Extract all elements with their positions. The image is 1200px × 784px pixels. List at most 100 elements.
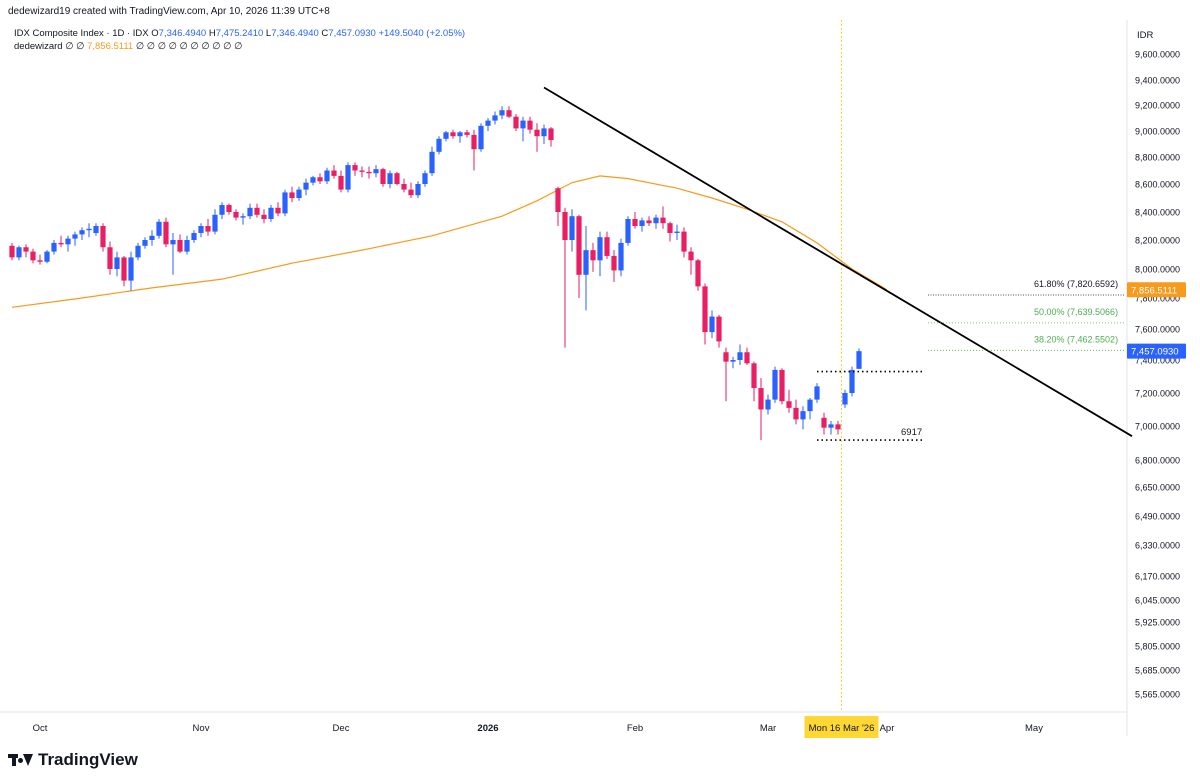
- candle: [569, 209, 575, 252]
- candle: [121, 255, 127, 287]
- candle: [828, 421, 834, 435]
- candle: [485, 118, 491, 131]
- y-tick-label: 8,000.0000: [1135, 265, 1180, 275]
- legend-open-label: O: [151, 28, 159, 39]
- candle: [37, 254, 43, 265]
- candle-body: [597, 237, 603, 261]
- ma-price-tag-bg: [1127, 282, 1186, 298]
- candle-body: [121, 257, 127, 281]
- candle: [786, 389, 792, 413]
- candle: [156, 219, 162, 239]
- tradingview-brand[interactable]: TradingView: [8, 750, 138, 770]
- ma-price-tag: 7,856.5111: [1131, 285, 1177, 296]
- candle-body: [212, 214, 218, 232]
- candle-body: [520, 120, 526, 129]
- y-tick-label: 8,800.0000: [1135, 153, 1180, 163]
- y-tick-label: 9,400.0000: [1135, 76, 1180, 86]
- brand-name: TradingView: [38, 750, 138, 769]
- candle: [541, 124, 547, 144]
- candle: [345, 162, 351, 193]
- legend-change: +149.5040 (+2.05%): [378, 28, 466, 39]
- candle: [338, 170, 344, 193]
- time-axis[interactable]: Oct Nov Dec 2026 Feb Mar Apr May Mon 16 Mar '26: [33, 716, 1044, 738]
- legend-symbol[interactable]: IDX Composite Index · 1D · IDX: [14, 28, 149, 39]
- candle: [303, 178, 309, 196]
- crosshair-time-label: Mon 16 Mar '26: [809, 723, 875, 734]
- candle-body: [86, 228, 92, 231]
- candle: [660, 206, 666, 229]
- candle-body: [149, 235, 155, 240]
- candle: [723, 347, 729, 402]
- candle: [380, 167, 386, 187]
- candle: [639, 217, 645, 232]
- candle-body: [562, 212, 568, 240]
- candle: [695, 258, 701, 291]
- candle-body: [324, 170, 330, 182]
- candle: [268, 205, 274, 222]
- candle: [240, 213, 246, 225]
- legend-indicator-name[interactable]: dedewizard: [14, 41, 63, 52]
- candle-body: [93, 226, 99, 233]
- candle-body: [527, 120, 533, 130]
- candle-body: [450, 132, 456, 137]
- candle: [51, 240, 57, 255]
- candle-body: [471, 134, 477, 150]
- grid: [0, 20, 1128, 736]
- candle-body: [310, 177, 316, 183]
- candle: [835, 421, 841, 435]
- candle-body: [177, 240, 183, 252]
- y-tick-label: 5,685.0000: [1135, 666, 1180, 676]
- candle-body: [296, 189, 302, 198]
- candle: [163, 217, 169, 248]
- candle: [373, 165, 379, 178]
- candle-body: [156, 221, 162, 236]
- candle: [492, 111, 498, 125]
- candle-body: [639, 220, 645, 226]
- candle: [499, 106, 505, 120]
- candle: [611, 250, 617, 283]
- candle-body: [849, 369, 855, 393]
- candle: [58, 235, 64, 248]
- candle: [716, 315, 722, 348]
- candle: [471, 129, 477, 171]
- candle-body: [205, 226, 211, 232]
- candle-body: [828, 424, 834, 428]
- y-tick-label: 7,200.0000: [1135, 389, 1180, 399]
- candle-body: [373, 169, 379, 174]
- candle-body: [485, 120, 491, 126]
- candle: [149, 230, 155, 246]
- candle-body: [464, 132, 470, 135]
- candle-body: [170, 240, 176, 245]
- candle-body: [555, 188, 561, 212]
- candle-body: [366, 171, 372, 174]
- candle-body: [289, 192, 295, 198]
- candle: [394, 171, 400, 186]
- candle: [814, 383, 820, 403]
- candle-body: [261, 214, 267, 219]
- candle: [681, 227, 687, 258]
- candle-body: [58, 242, 64, 245]
- candle-body: [541, 128, 547, 137]
- fib-level-label: 38.20% (7,462.5502): [1034, 334, 1118, 344]
- candle-body: [779, 369, 785, 402]
- x-tick-label: May: [1025, 723, 1043, 734]
- candle-body: [499, 110, 505, 116]
- candle: [464, 129, 470, 138]
- moving-average: [11, 175, 888, 308]
- candle-body: [240, 216, 246, 218]
- candle-body: [688, 251, 694, 261]
- candle-body: [233, 212, 239, 218]
- trendline[interactable]: [543, 86, 1133, 437]
- candle-body: [247, 207, 253, 217]
- candle-body: [142, 240, 148, 246]
- price-axis[interactable]: IDR 9,600.0000 9,400.0000 9,200.0000 9,000.0…: [1127, 30, 1186, 700]
- candle-body: [226, 205, 232, 212]
- y-tick-label: 7,600.0000: [1135, 325, 1180, 335]
- candle: [730, 356, 736, 369]
- x-tick-label: Dec: [333, 723, 350, 734]
- candle: [520, 116, 526, 142]
- candle-body: [821, 417, 827, 428]
- candle: [506, 106, 512, 118]
- candle: [856, 348, 862, 369]
